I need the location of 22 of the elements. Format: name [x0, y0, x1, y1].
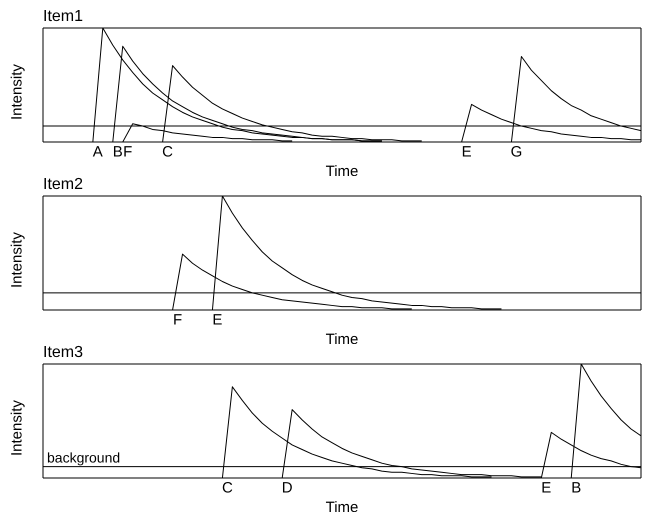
chart-title: Item2 — [43, 176, 84, 193]
ref-line-label: background — [47, 450, 120, 466]
series-label: A — [92, 144, 103, 161]
y-axis-title: Intensity — [8, 400, 26, 456]
chart-title: Item3 — [43, 344, 84, 361]
series-label: C — [162, 144, 174, 161]
series-label: B — [571, 480, 582, 497]
series-label: E — [541, 480, 552, 497]
x-axis-title: Time — [326, 331, 358, 348]
y-axis-title: Intensity — [8, 64, 26, 120]
x-axis-title: Time — [326, 499, 358, 516]
series-label: B — [112, 144, 123, 161]
series-label: F — [172, 312, 182, 329]
series-label: F — [123, 144, 132, 161]
series-label: E — [462, 144, 472, 161]
x-axis-title: Time — [326, 163, 358, 180]
series-label: D — [282, 480, 293, 497]
y-axis-title: Intensity — [8, 232, 26, 288]
series-label: E — [212, 312, 222, 329]
chart-title: Item1 — [42, 8, 84, 25]
series-label: C — [222, 480, 233, 497]
series-label: G — [510, 144, 522, 161]
